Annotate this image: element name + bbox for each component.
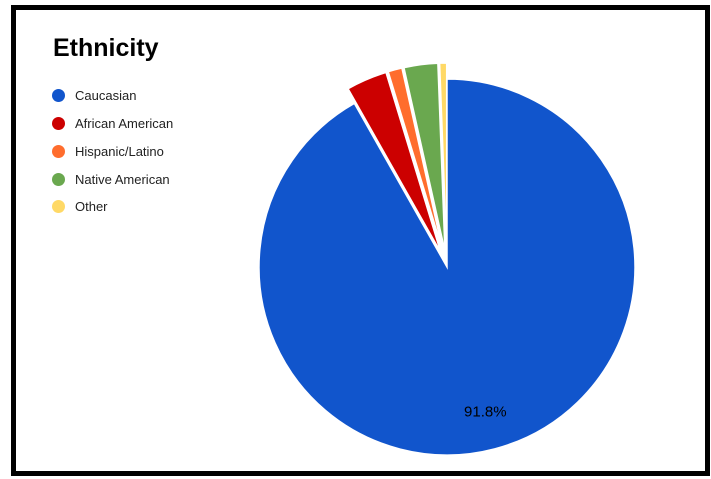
pie-slice-native-american [403, 62, 446, 252]
legend-label: Native American [75, 171, 170, 187]
legend-label: Caucasian [75, 88, 137, 104]
legend-swatch-icon [52, 89, 65, 103]
legend-label: African American [75, 116, 174, 132]
legend-item-other: Other [52, 193, 173, 221]
pie-slice-other [438, 62, 448, 252]
pie-slice-african-american [347, 71, 442, 253]
chart-frame: Ethnicity Caucasian African American His… [11, 5, 710, 476]
legend-item-caucasian: Caucasian [52, 82, 173, 110]
legend-swatch-icon [52, 172, 65, 186]
legend: Caucasian African American Hispanic/Lati… [52, 82, 173, 221]
legend-swatch-icon [52, 144, 65, 158]
chart-title: Ethnicity [53, 34, 159, 62]
legend-item-native-american: Native American [52, 165, 173, 193]
legend-item-hispanic-latino: Hispanic/Latino [52, 138, 173, 166]
legend-swatch-icon [52, 200, 65, 214]
legend-swatch-icon [52, 117, 65, 131]
legend-label: Other [75, 199, 108, 215]
legend-item-african-american: African American [52, 110, 173, 138]
legend-label: Hispanic/Latino [75, 143, 164, 159]
pie-data-label: 91.8% [464, 403, 507, 420]
pie-slice-caucasian [258, 78, 636, 456]
pie-slice-hispanic-latino [387, 67, 444, 252]
pie-chart: 91.8% [258, 62, 636, 456]
